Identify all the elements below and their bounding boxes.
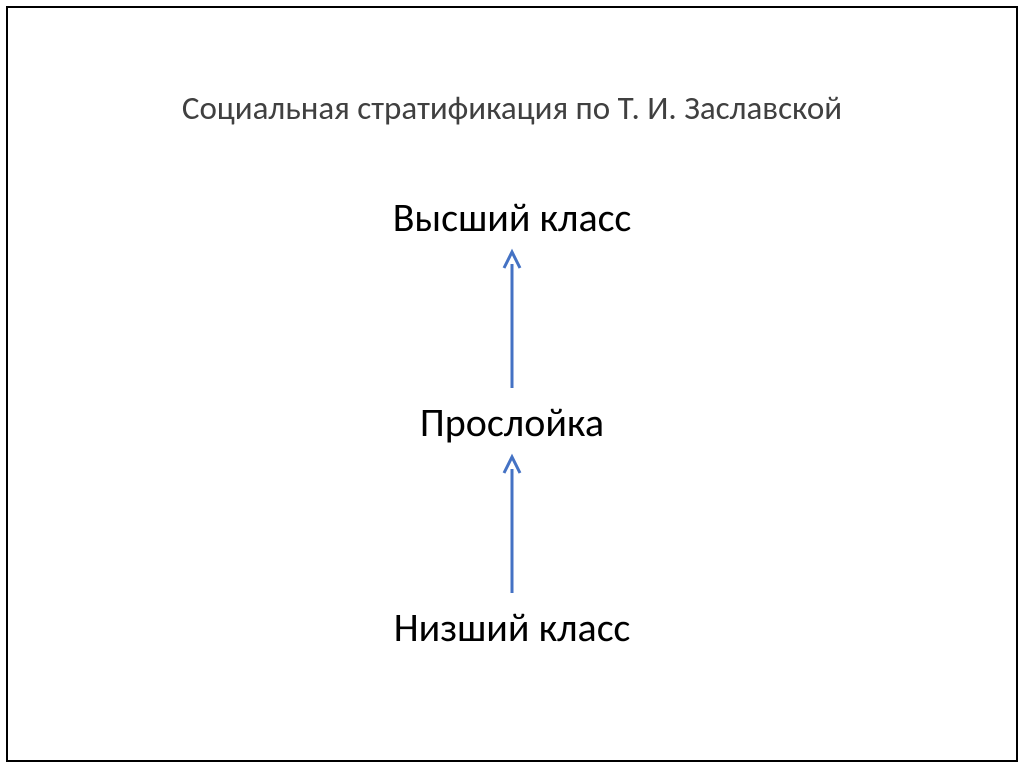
level-bottom: Низший класс (8, 603, 1016, 652)
slide-frame: Социальная стратификация по Т. И. Заслав… (6, 6, 1018, 762)
diagram-title: Социальная стратификация по Т. И. Заслав… (8, 88, 1016, 128)
arrow-up-icon (502, 248, 522, 388)
level-middle: Прослойка (8, 398, 1016, 447)
arrow-up-icon (502, 453, 522, 593)
level-top: Высший класс (8, 193, 1016, 242)
